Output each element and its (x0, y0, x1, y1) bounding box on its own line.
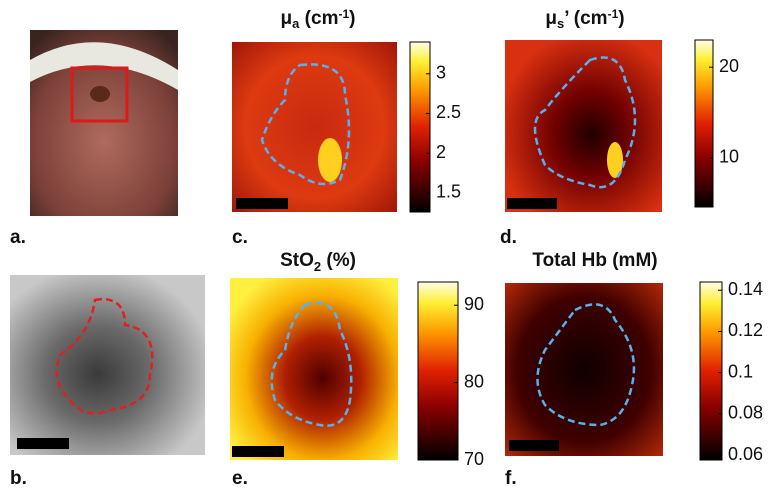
panel-label: d. (500, 227, 517, 248)
heatmap (230, 278, 398, 460)
colorbar-tick-label: 3 (436, 63, 446, 83)
figure: a. b. c. d. e. f. μa (cm-1)1.522.53μs’ (… (0, 0, 773, 491)
photo (30, 30, 178, 216)
title-part: (cm (299, 8, 338, 29)
title-part: -1 (608, 7, 619, 21)
colorbar-tick-label: 80 (464, 371, 484, 391)
colorbar-tick-label: 0.1 (728, 361, 753, 381)
colorbar-tick-label: 70 (464, 449, 484, 469)
gray-image (10, 275, 205, 455)
heatmap (505, 40, 662, 212)
colorbar-tick-label: 2 (436, 142, 446, 162)
colorbar-tick-label: 0.08 (728, 403, 763, 423)
colorbar (418, 282, 458, 460)
title-part: Total Hb (mM) (532, 250, 657, 271)
colorbar (695, 40, 713, 207)
panel-title: μs’ (cm-1) (545, 7, 624, 31)
colorbar-tick-label: 20 (719, 56, 739, 76)
title-part: 2 (314, 259, 321, 274)
panel-title: Total Hb (mM) (532, 250, 657, 271)
colorbar-tick-label: 2.5 (436, 102, 461, 122)
title-part: ) (618, 8, 624, 29)
panel-title: μa (cm-1) (281, 7, 356, 31)
panel-label: e. (232, 468, 248, 489)
colorbar-tick-label: 0.12 (728, 320, 763, 340)
colorbar-tick-label: 10 (719, 147, 739, 167)
title-part: -1 (338, 7, 349, 21)
panel-label: f. (505, 468, 517, 489)
title-part: μ (545, 8, 557, 29)
title-part: s (557, 16, 564, 31)
colorbar (700, 282, 722, 460)
colorbar-tick-label: 0.06 (728, 444, 763, 464)
panel-label: b. (10, 468, 27, 489)
panel-title: StO2 (%) (280, 250, 356, 274)
panel-label: a. (10, 227, 26, 248)
colorbar (410, 42, 430, 212)
title-part: μ (281, 8, 293, 29)
title-part: (%) (321, 250, 356, 271)
colorbar-tick-label: 0.14 (728, 279, 763, 299)
colorbar-tick-label: 90 (464, 294, 484, 314)
panel-label: c. (232, 227, 248, 248)
title-part: ) (349, 8, 355, 29)
heatmap (232, 42, 397, 212)
title-part: StO (280, 250, 314, 271)
colorbar-tick-label: 1.5 (436, 182, 461, 202)
heatmap (505, 283, 663, 456)
title-part: ’ (cm (564, 8, 607, 29)
